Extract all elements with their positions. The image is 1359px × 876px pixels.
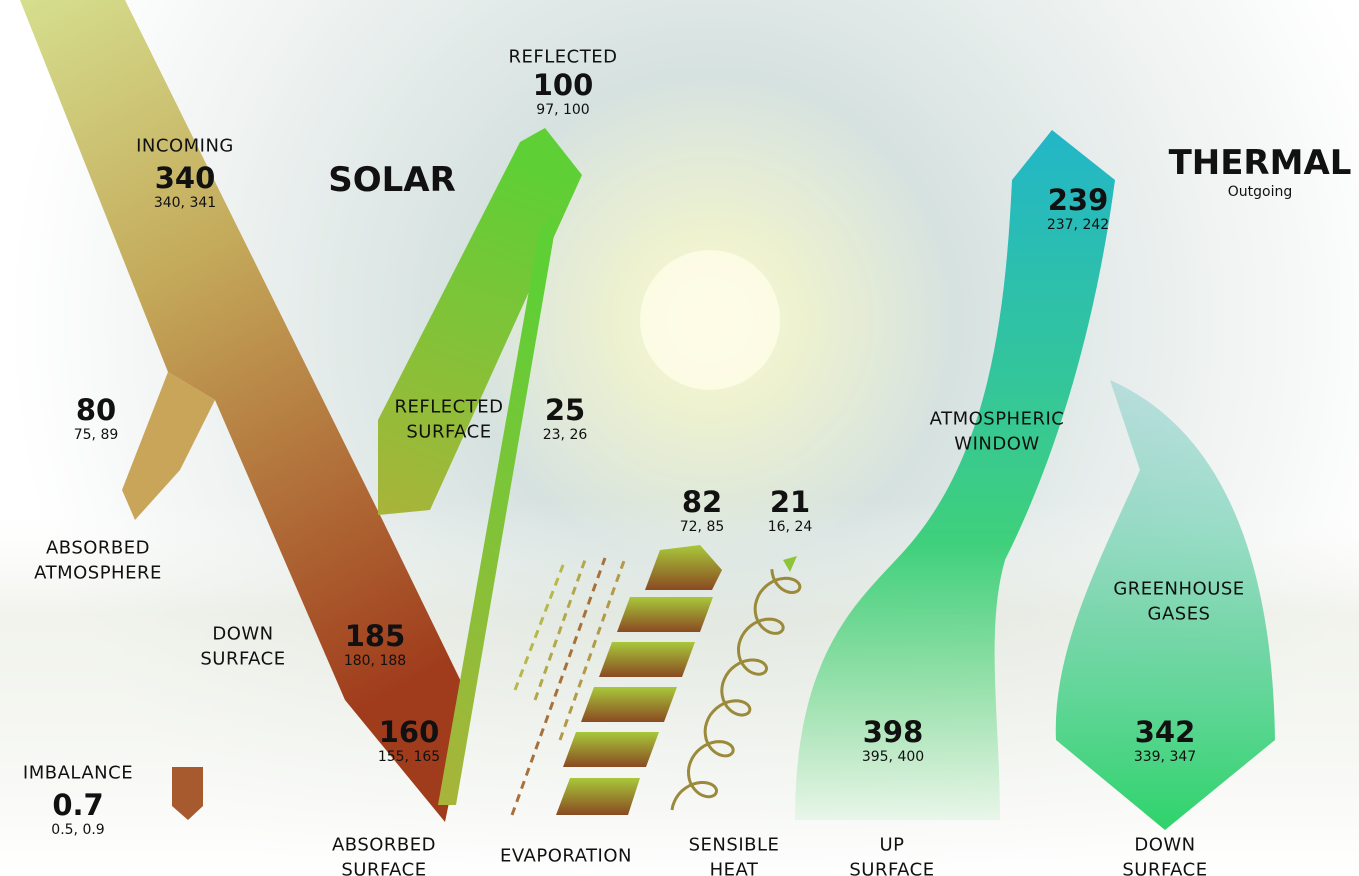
flow-label: ABSORBED	[331, 834, 437, 856]
solar-title: SOLAR	[328, 160, 456, 200]
imbalance-arrow	[172, 767, 203, 820]
flow-range: 23, 26	[542, 427, 588, 443]
flow-range: 395, 400	[861, 749, 925, 765]
thermal-title: THERMAL	[1168, 143, 1352, 183]
flow-label: UP	[879, 834, 905, 856]
flow-range: 0.5, 0.9	[51, 822, 105, 838]
flow-value: 185	[344, 619, 406, 653]
flow-label: SURFACE	[200, 648, 286, 670]
flow-label: DOWN	[212, 623, 274, 645]
flow-range: 97, 100	[536, 102, 590, 118]
sun	[640, 250, 780, 390]
flow-label: INCOMING	[136, 135, 234, 157]
flow-label: SENSIBLE	[688, 834, 780, 856]
flow-value: 239	[1047, 183, 1109, 217]
flow-label: EVAPORATION	[499, 845, 633, 867]
flow-label: ATMOSPHERIC	[929, 408, 1065, 430]
flow-value: 160	[378, 715, 440, 749]
flow-label: ABSORBED	[45, 537, 151, 559]
flow-label: REFLECTED	[394, 396, 504, 418]
incoming-band	[20, 0, 470, 822]
flow-range: 340, 341	[153, 195, 217, 211]
absorbed-atmosphere-arrow	[122, 372, 215, 520]
thermal-subtitle: Outgoing	[1227, 184, 1293, 200]
reflected-surface-stream	[438, 212, 558, 805]
flow-value: 342	[1134, 715, 1196, 749]
flow-label: GASES	[1147, 603, 1211, 625]
flow-range: 16, 24	[767, 519, 813, 535]
flow-value: 398	[862, 715, 924, 749]
bar	[645, 545, 722, 590]
flow-range: 339, 347	[1133, 749, 1197, 765]
flow-label: DOWN	[1134, 834, 1196, 856]
flow-value: 80	[75, 393, 117, 427]
flow-label: SURFACE	[406, 421, 492, 443]
flow-label: WINDOW	[954, 433, 1040, 455]
flow-label: SURFACE	[1122, 859, 1208, 876]
flow-label: REFLECTED	[508, 46, 618, 68]
flow-value: 340	[154, 161, 216, 195]
flow-value: 100	[532, 68, 594, 102]
flow-value: 21	[769, 485, 811, 519]
reflected-arrow	[378, 128, 582, 515]
bar	[556, 778, 640, 815]
thermal-up-band	[795, 130, 1115, 820]
dash	[513, 559, 567, 691]
flow-range: 155, 165	[377, 749, 441, 765]
evaporation-bars	[556, 545, 722, 815]
flow-range: 237, 242	[1046, 217, 1110, 233]
evaporation-dashes	[510, 557, 627, 816]
flow-value: 0.7	[52, 788, 104, 822]
flow-label: GREENHOUSE	[1113, 578, 1245, 600]
flow-range: 72, 85	[679, 519, 725, 535]
flow-label: SURFACE	[341, 859, 427, 876]
flow-value: 82	[681, 485, 723, 519]
flow-value: 25	[544, 393, 586, 427]
flow-range: 75, 89	[73, 427, 119, 443]
sensible-heat-spiral	[670, 569, 802, 811]
flow-label: HEAT	[709, 859, 759, 876]
bar	[563, 732, 659, 767]
flow-label: ATMOSPHERE	[34, 562, 162, 584]
dash	[558, 557, 627, 741]
flow-label: IMBALANCE	[22, 762, 134, 784]
dash	[533, 559, 587, 701]
dash	[510, 557, 607, 816]
bar	[617, 597, 713, 632]
sensible-heat-arrowhead	[783, 556, 797, 572]
greenhouse-down-band	[1055, 380, 1275, 830]
bar	[581, 687, 677, 722]
flow-label: SURFACE	[849, 859, 935, 876]
flow-range: 180, 188	[343, 653, 407, 669]
bar	[599, 642, 695, 677]
